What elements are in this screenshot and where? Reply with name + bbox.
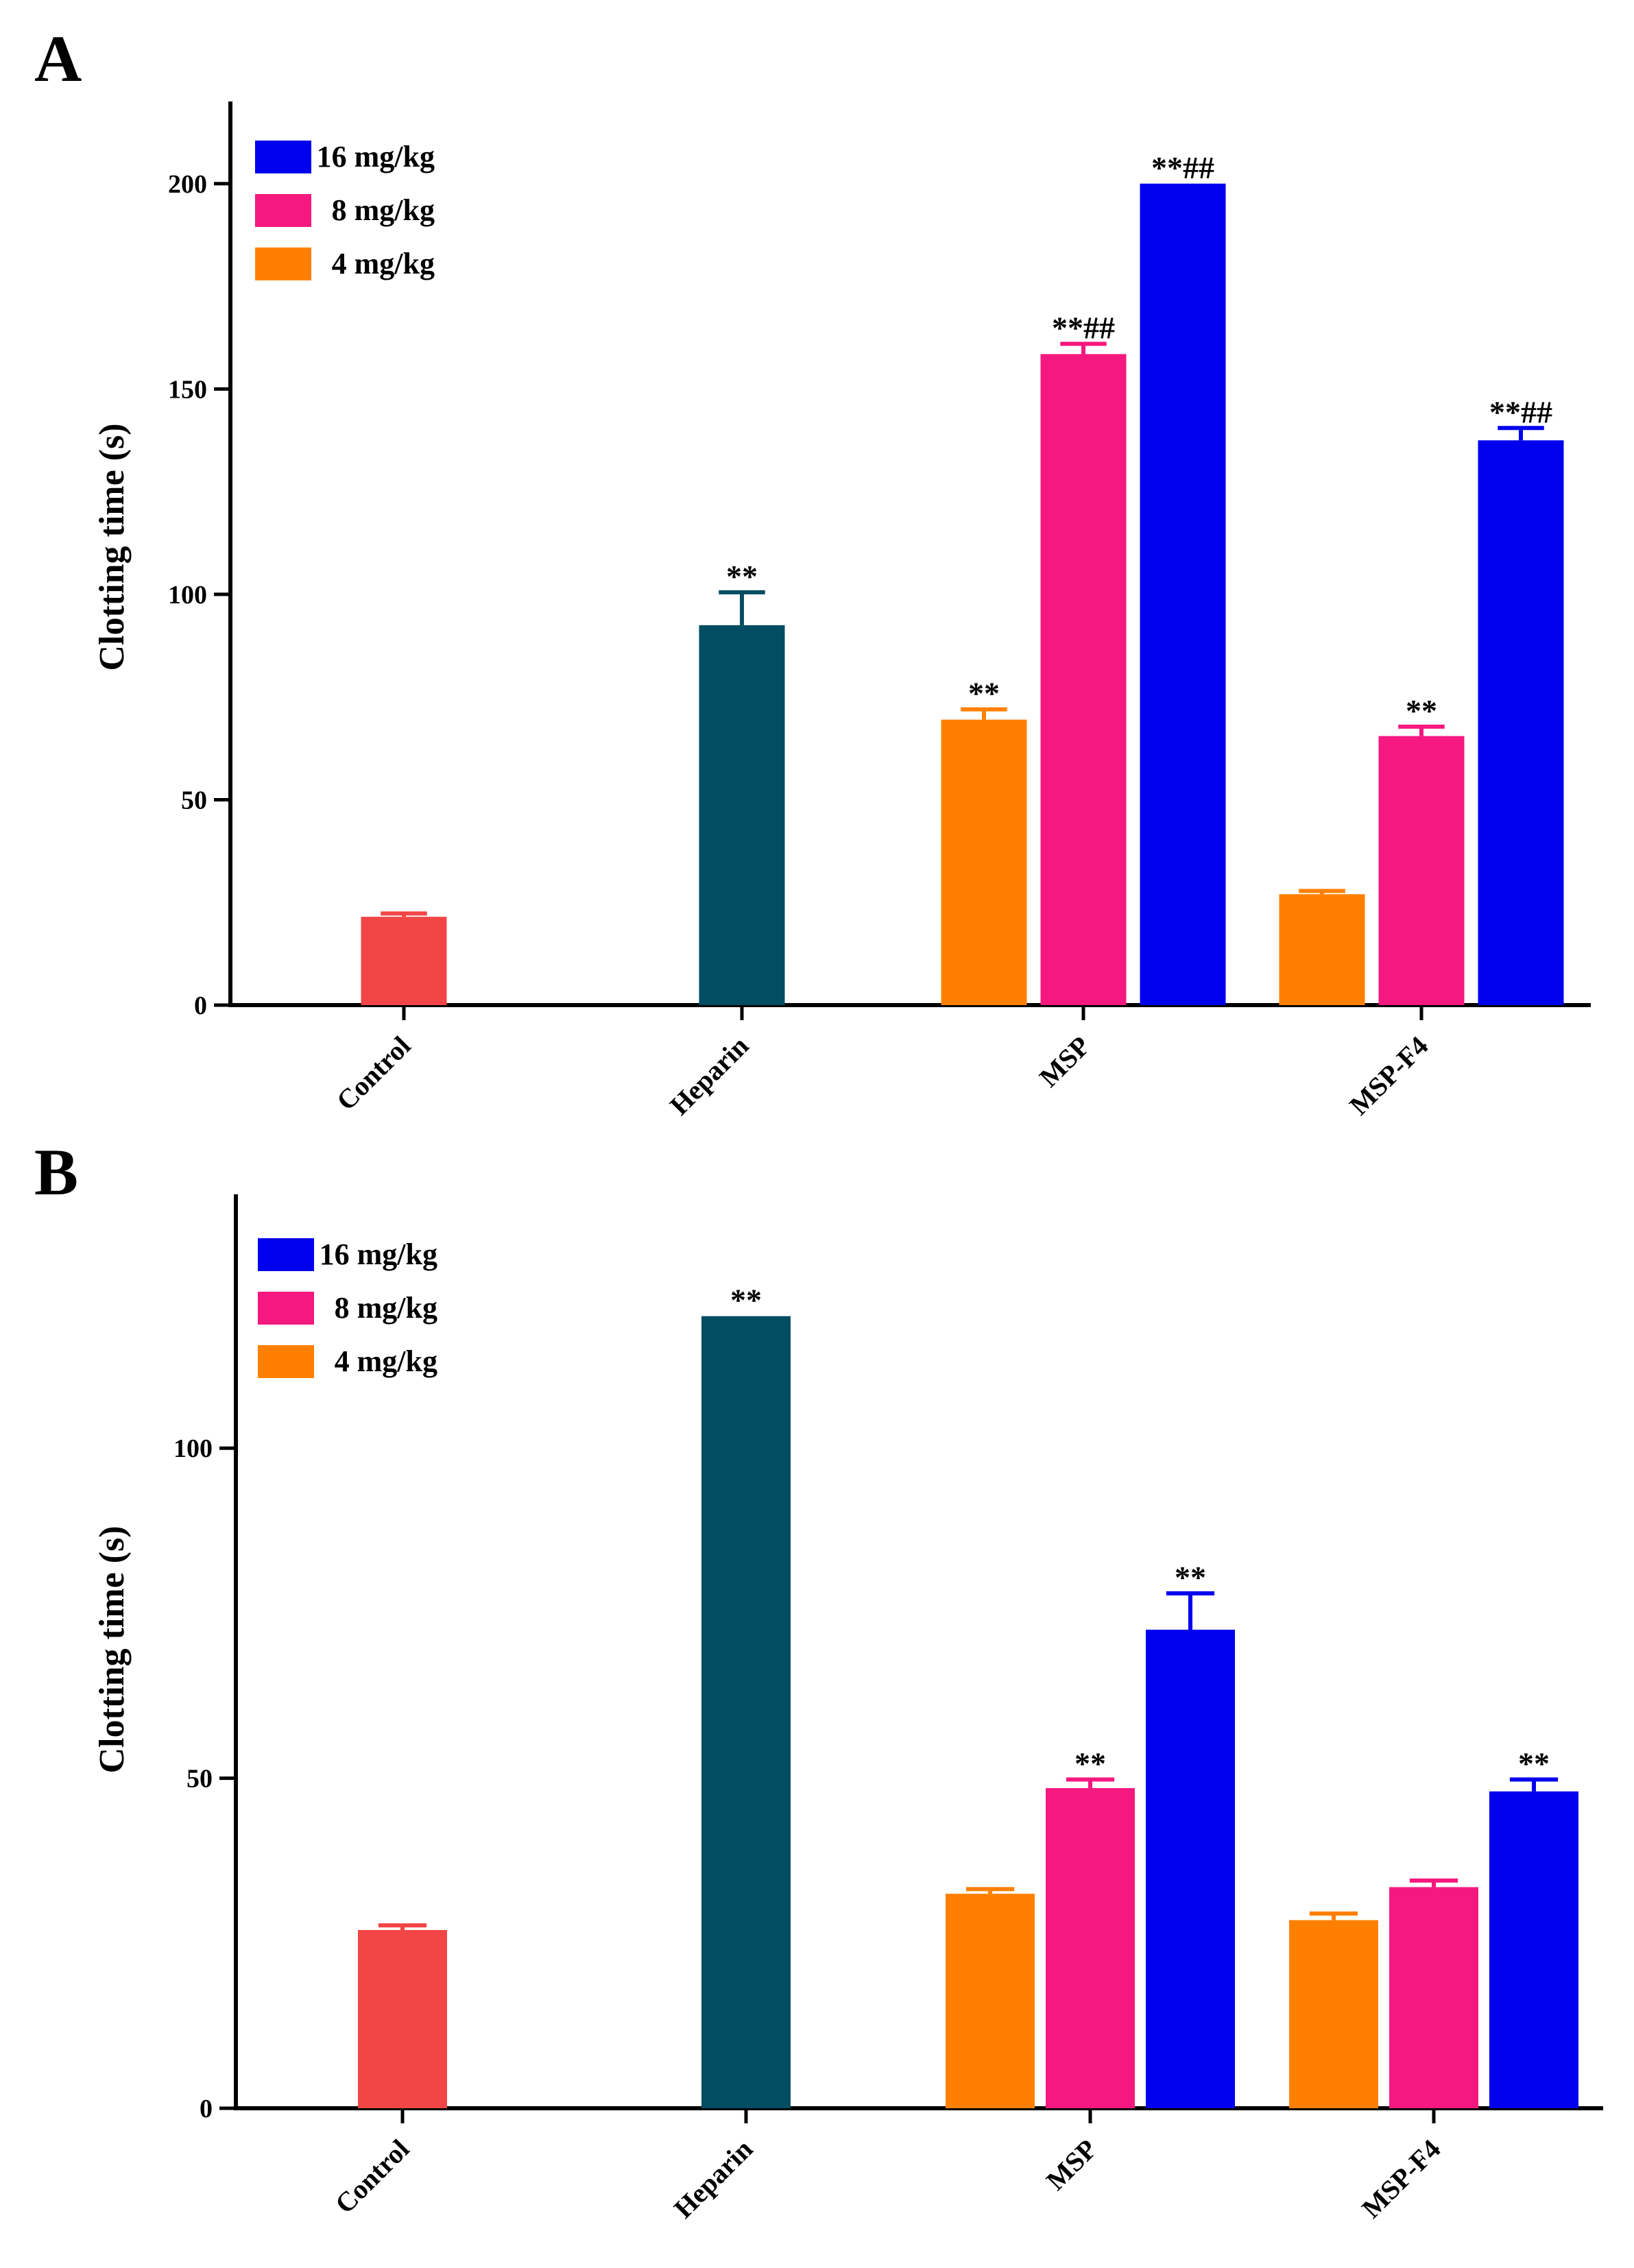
panel-a-bar-msp-f4-8-mg-kg-significance-label: ** — [1406, 693, 1437, 728]
panel-b-bar-msp-f4-16-mg-kg-significance-label: ** — [1518, 1746, 1550, 1781]
panel-b-bar-control-control — [358, 1930, 447, 2108]
panel-b-bar-msp-16-mg-kg — [1146, 1629, 1235, 2108]
panel-a: A Clotting time (s) 0 50 100 150 200 Control H… — [34, 22, 1591, 1121]
panel-b-x-tick-label-control: Control — [329, 2134, 416, 2220]
panel-b-letter: B — [34, 1135, 78, 1209]
panel-b-bar-heparin-heparin-significance-label: ** — [730, 1283, 762, 1318]
panel-b-x-tick-label-msp-f4: MSP-F4 — [1356, 2134, 1446, 2224]
panel-a-legend-swatch-4-mg-kg — [255, 248, 311, 280]
panel-b-bar-msp-8-mg-kg-significance-label: ** — [1074, 1746, 1106, 1781]
panel-a-x-tick-label-control: Control — [331, 1030, 417, 1117]
panel-a-legend-swatch-16-mg-kg — [255, 141, 311, 173]
panel-b-y-tick-label: 50 — [187, 1765, 213, 1794]
panel-b-legend-swatch-16-mg-kg — [258, 1238, 314, 1271]
panel-b-legend-label-8-mg-kg: 8 mg/kg — [335, 1291, 437, 1325]
panel-b-bar-msp-8-mg-kg — [1046, 1788, 1135, 2108]
panel-a-x-tick-label-heparin: Heparin — [664, 1030, 754, 1121]
panel-b-bar-msp-4-mg-kg — [946, 1894, 1035, 2108]
panel-a-y-tick-label: 100 — [168, 581, 207, 610]
panel-a-bar-control-control — [361, 917, 447, 1005]
panel-a-bar-msp-f4-8-mg-kg — [1378, 736, 1465, 1005]
panel-a-bar-heparin-heparin-significance-label: ** — [726, 559, 758, 594]
panel-a-bar-msp-f4-4-mg-kg — [1279, 894, 1365, 1005]
panel-b-y-tick-label: 100 — [173, 1434, 213, 1463]
panel-b: B Clotting time (s) 0 50 100 Control Heparin… — [34, 1135, 1603, 2224]
panel-b-bar-msp-f4-4-mg-kg — [1289, 1920, 1378, 2108]
panel-b-y-tick-label: 0 — [200, 2095, 213, 2123]
panel-a-legend: 16 mg/kg 8 mg/kg 4 mg/kg — [255, 140, 435, 280]
panel-a-legend-label-4-mg-kg: 4 mg/kg — [332, 247, 435, 280]
panel-a-y-tick-label: 50 — [181, 786, 207, 815]
panel-b-legend-label-16-mg-kg: 16 mg/kg — [320, 1238, 437, 1271]
panel-a-legend-swatch-8-mg-kg — [255, 194, 311, 227]
panel-a-legend-label-16-mg-kg: 16 mg/kg — [317, 140, 435, 173]
panel-a-bar-msp-4-mg-kg — [941, 719, 1027, 1005]
panel-a-bar-msp-8-mg-kg — [1040, 354, 1127, 1005]
panel-a-legend-label-8-mg-kg: 8 mg/kg — [332, 193, 435, 227]
panel-a-y-axis-title: Clotting time (s) — [93, 423, 132, 671]
panel-a-bar-heparin-heparin — [699, 625, 785, 1005]
panel-a-y-tick-label: 150 — [168, 375, 207, 404]
panel-a-bar-msp-f4-16-mg-kg-significance-label: **## — [1489, 394, 1552, 429]
panel-a-bar-msp-8-mg-kg-significance-label: **## — [1052, 310, 1115, 345]
panel-b-bar-msp-f4-8-mg-kg — [1389, 1887, 1478, 2108]
panel-a-x-tick-label-msp: MSP — [1033, 1030, 1096, 1094]
panel-b-bar-msp-16-mg-kg-significance-label: ** — [1175, 1560, 1206, 1595]
panel-b-bar-heparin-heparin — [701, 1316, 791, 2108]
panel-a-bar-msp-4-mg-kg-significance-label: ** — [968, 676, 1000, 711]
panel-a-y-tick-label: 200 — [168, 170, 207, 199]
panel-b-legend-label-4-mg-kg: 4 mg/kg — [335, 1344, 437, 1378]
panel-b-y-axis-title: Clotting time (s) — [93, 1525, 132, 1773]
panel-b-legend-swatch-4-mg-kg — [258, 1345, 314, 1378]
panel-a-bar-msp-16-mg-kg — [1140, 183, 1226, 1006]
panel-b-x-tick-label-heparin: Heparin — [668, 2134, 758, 2224]
panel-a-bar-msp-f4-16-mg-kg — [1478, 440, 1564, 1005]
panel-b-legend-swatch-8-mg-kg — [258, 1292, 314, 1325]
panel-a-y-tick-label: 0 — [194, 991, 207, 1020]
panel-b-legend: 16 mg/kg 8 mg/kg 4 mg/kg — [258, 1238, 437, 1378]
panel-b-bars: ** ** ** ** — [358, 1283, 1578, 2108]
panel-a-bars: ** ** **## **## ** **## — [361, 150, 1564, 1006]
panel-b-x-tick-label-msp: MSP — [1040, 2134, 1103, 2197]
panel-b-bar-msp-f4-16-mg-kg — [1489, 1791, 1578, 2108]
panel-a-x-tick-label-msp-f4: MSP-F4 — [1343, 1030, 1434, 1121]
panel-a-letter: A — [34, 22, 82, 95]
panel-a-bar-msp-16-mg-kg-significance-label: **## — [1151, 150, 1214, 185]
